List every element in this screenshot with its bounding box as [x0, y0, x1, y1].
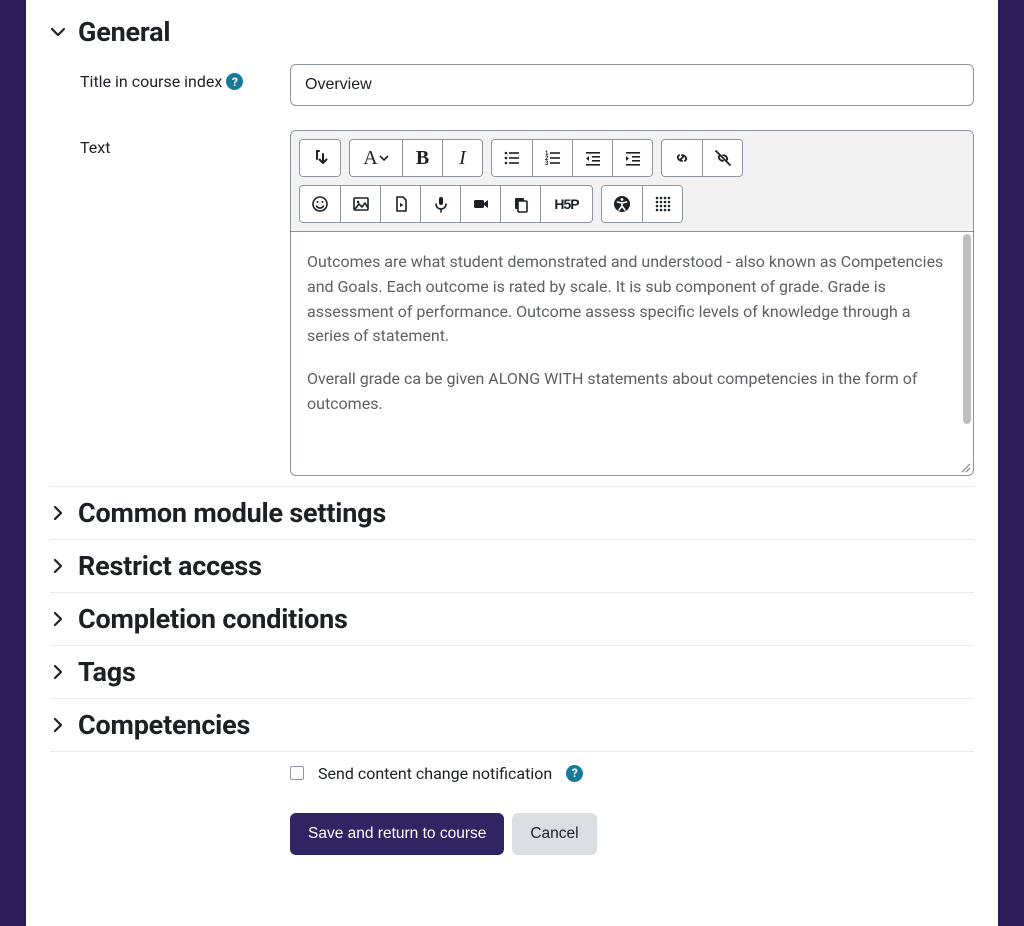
editor-content[interactable]: Outcomes are what student demonstrated a… [291, 232, 973, 475]
bullet-list-icon[interactable] [492, 140, 532, 176]
microphone-icon[interactable] [420, 186, 460, 222]
text-row: Text A B I [50, 124, 974, 486]
section-header-collapsed[interactable]: Restrict access [50, 540, 974, 593]
image-icon[interactable] [340, 186, 380, 222]
accessibility-icon[interactable] [602, 186, 642, 222]
manage-files-icon[interactable] [500, 186, 540, 222]
cancel-button[interactable]: Cancel [512, 813, 596, 855]
section-title: Competencies [78, 709, 250, 741]
rich-text-editor: A B I 123 [290, 130, 974, 476]
chevron-right-icon [50, 664, 66, 680]
save-button[interactable]: Save and return to course [290, 813, 504, 855]
text-label: Text [80, 138, 110, 157]
chevron-right-icon [50, 505, 66, 521]
h5p-icon[interactable]: H5P [540, 186, 592, 222]
section-header-general[interactable]: General [50, 6, 974, 58]
chevron-right-icon [50, 558, 66, 574]
unlink-icon[interactable] [702, 140, 742, 176]
section-title: Restrict access [78, 550, 262, 582]
help-icon[interactable]: ? [566, 765, 583, 782]
outdent-icon[interactable] [572, 140, 612, 176]
editor-resize-handle[interactable] [959, 461, 971, 473]
section-header-collapsed[interactable]: Common module settings [50, 487, 974, 540]
svg-text:3: 3 [545, 161, 549, 167]
editor-toolbar: A B I 123 [291, 131, 973, 232]
indent-icon[interactable] [612, 140, 652, 176]
section-title: General [78, 16, 170, 48]
help-icon[interactable]: ? [226, 73, 243, 90]
title-label: Title in course index [80, 72, 222, 91]
section-title: Completion conditions [78, 603, 348, 635]
title-row: Title in course index ? [50, 58, 974, 124]
section-title: Common module settings [78, 497, 386, 529]
notify-checkbox[interactable] [290, 766, 304, 780]
emoji-icon[interactable] [300, 186, 340, 222]
editor-scrollbar[interactable] [963, 234, 971, 424]
section-header-collapsed[interactable]: Tags [50, 646, 974, 699]
italic-icon[interactable]: I [442, 140, 482, 176]
paragraph-direction-icon[interactable] [300, 140, 340, 176]
grid-icon[interactable] [642, 186, 682, 222]
section-header-collapsed[interactable]: Competencies [50, 699, 974, 752]
media-icon[interactable] [380, 186, 420, 222]
link-icon[interactable] [662, 140, 702, 176]
editor-paragraph: Overall grade ca be given ALONG WITH sta… [307, 367, 957, 417]
notify-label: Send content change notification [318, 764, 552, 783]
title-input[interactable] [290, 64, 974, 106]
numbered-list-icon[interactable]: 123 [532, 140, 572, 176]
chevron-right-icon [50, 611, 66, 627]
font-style-icon[interactable]: A [350, 140, 402, 176]
bold-icon[interactable]: B [402, 140, 442, 176]
editor-paragraph: Outcomes are what student demonstrated a… [307, 250, 957, 349]
section-header-collapsed[interactable]: Completion conditions [50, 593, 974, 646]
section-title: Tags [78, 656, 136, 688]
chevron-right-icon [50, 717, 66, 733]
video-icon[interactable] [460, 186, 500, 222]
chevron-down-icon [50, 24, 66, 40]
